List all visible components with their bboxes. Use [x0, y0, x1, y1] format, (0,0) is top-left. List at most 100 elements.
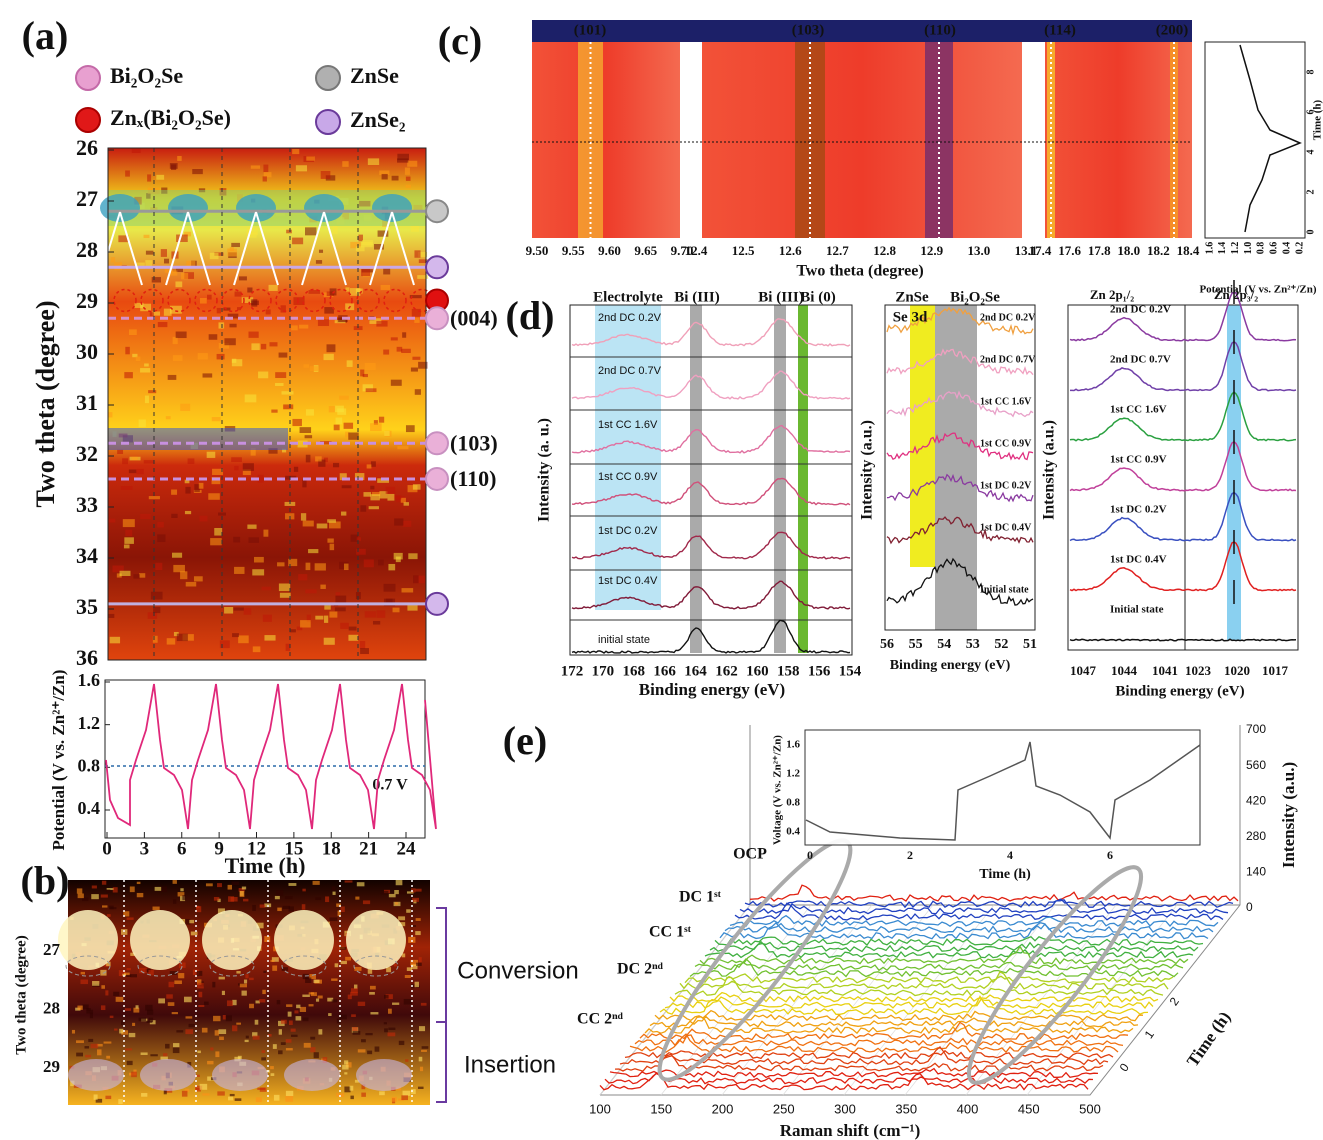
- heatmap-noise: [330, 544, 335, 551]
- heatmap-noise: [232, 1000, 236, 1005]
- y-tick-label: 31: [76, 390, 98, 415]
- y-tick-label: 8: [1305, 70, 1316, 75]
- axis-title: Intensity (a.u.): [1279, 762, 1298, 868]
- heatmap-noise: [365, 363, 376, 370]
- zn-blob: [304, 194, 344, 222]
- heatmap-noise: [91, 894, 99, 899]
- heatmap-noise: [379, 1091, 385, 1095]
- heatmap-noise: [244, 608, 252, 615]
- heatmap-noise: [415, 982, 419, 987]
- heatmap-noise: [235, 1098, 242, 1101]
- heatmap-noise: [232, 1025, 237, 1031]
- heatmap-noise: [94, 1094, 98, 1099]
- heatmap-noise: [286, 644, 291, 651]
- heatmap-noise: [357, 882, 365, 886]
- heatmap-noise: [350, 288, 360, 296]
- heatmap-noise: [353, 1031, 361, 1035]
- heatmap-noise: [137, 893, 144, 897]
- heatmap-noise: [269, 285, 278, 291]
- heatmap-noise: [387, 494, 394, 501]
- heatmap-noise: [341, 512, 346, 516]
- heatmap-noise: [286, 1091, 293, 1096]
- xps-trace: [1070, 639, 1296, 640]
- heatmap-noise: [202, 1093, 209, 1095]
- xps-trace: [1070, 442, 1296, 491]
- x-tick-label: 164: [684, 663, 707, 679]
- x-tick-label: 9.50: [526, 243, 549, 258]
- heatmap-noise: [260, 1087, 267, 1091]
- heatmap-noise: [243, 463, 254, 471]
- heatmap-noise: [358, 1049, 366, 1052]
- heatmap-noise: [158, 322, 168, 327]
- x-tick-label: 17.4: [1029, 243, 1052, 258]
- heatmap-noise: [232, 633, 239, 637]
- x-tick-label: 9: [214, 838, 224, 859]
- heatmap-noise: [296, 1005, 300, 1009]
- y-tick-label: 30: [76, 339, 98, 364]
- marker-circle: [426, 432, 448, 454]
- heatmap-noise: [360, 641, 365, 649]
- heatmap-noise: [217, 1091, 224, 1095]
- heatmap-noise: [215, 1030, 219, 1035]
- heatmap-noise: [261, 1057, 266, 1060]
- heatmap-noise: [122, 458, 128, 464]
- heatmap-noise: [333, 463, 339, 467]
- heatmap-noise: [363, 492, 371, 497]
- heatmap-noise: [173, 1047, 180, 1053]
- heatmap-noise: [236, 971, 240, 974]
- heatmap-noise: [366, 388, 377, 392]
- phase-ellipse: [140, 1059, 196, 1091]
- axis-title: Time (h): [979, 867, 1031, 882]
- heatmap-noise: [188, 458, 195, 464]
- heatmap-noise: [231, 897, 238, 902]
- y-tick-label: 28: [43, 998, 60, 1017]
- heatmap-noise: [350, 1086, 354, 1091]
- heatmap-noise: [123, 519, 135, 527]
- heatmap-noise: [227, 1000, 233, 1006]
- heatmap-noise: [120, 571, 131, 576]
- x-tick-label: 400: [957, 1101, 979, 1116]
- heatmap-noise: [243, 899, 248, 902]
- heatmap-noise: [278, 1050, 282, 1054]
- heatmap-noise: [210, 538, 222, 545]
- heatmap-noise: [315, 616, 323, 620]
- heatmap-noise: [152, 277, 161, 282]
- heatmap-noise: [249, 978, 254, 980]
- heatmap-noise: [388, 1028, 395, 1030]
- heatmap-noise: [92, 981, 99, 986]
- region-label: Bi (III): [674, 289, 719, 305]
- y-tick-label: 1.6: [786, 739, 800, 751]
- trace-label: 2nd DC 0.7V: [1110, 354, 1171, 366]
- heatmap-noise: [173, 880, 177, 884]
- heatmap-noise: [218, 513, 226, 516]
- heatmap-noise: [141, 1093, 147, 1097]
- y-tick-label: 34: [76, 543, 98, 568]
- heatmap-noise: [316, 260, 322, 264]
- heatmap-noise: [333, 226, 338, 234]
- heatmap-noise: [327, 344, 336, 352]
- phase-ellipse: [284, 1059, 340, 1091]
- zn-blob: [236, 194, 276, 222]
- heatmap-noise: [291, 1029, 296, 1032]
- heatmap-noise: [218, 1029, 226, 1034]
- heatmap-noise: [252, 905, 256, 911]
- x-tick-label: 12.6: [779, 243, 802, 258]
- heatmap-noise: [124, 544, 130, 548]
- heatmap-noise: [318, 319, 329, 326]
- heatmap-noise: [155, 563, 162, 570]
- heatmap-noise: [262, 1050, 266, 1053]
- heatmap-noise: [402, 588, 414, 592]
- heatmap-noise: [147, 174, 151, 181]
- heatmap-noise: [167, 638, 176, 644]
- heatmap-noise: [136, 356, 141, 361]
- heatmap-noise: [248, 332, 258, 338]
- heatmap-noise: [411, 368, 418, 372]
- region-label: Se 3d: [893, 309, 928, 325]
- heatmap-noise: [421, 1003, 427, 1006]
- heatmap-noise: [392, 1003, 399, 1005]
- heatmap-noise: [399, 1041, 404, 1045]
- heatmap-noise: [106, 889, 110, 892]
- heatmap-noise: [101, 1005, 105, 1010]
- heatmap-noise: [235, 291, 242, 296]
- z-tick-label: 140: [1246, 865, 1266, 879]
